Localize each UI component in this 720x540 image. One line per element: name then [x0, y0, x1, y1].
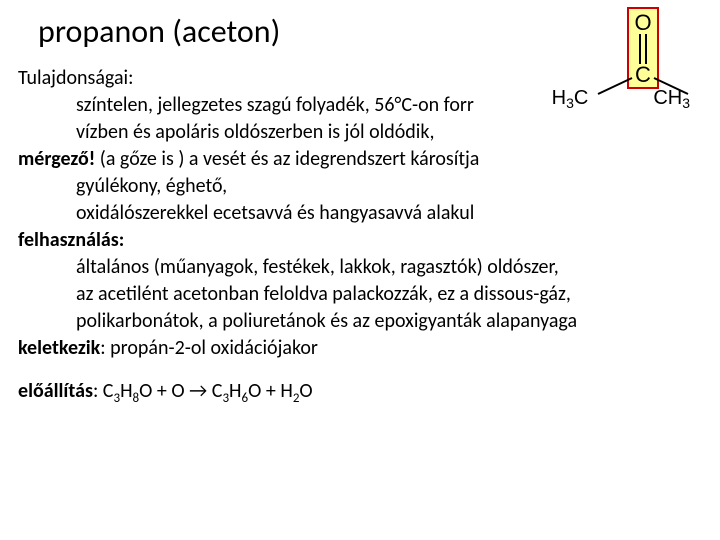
usage-line-2: az acetilént acetonban feloldva palackoz… — [18, 281, 702, 308]
toxic-line: mérgező! (a gőze is ) a vesét és az ideg… — [18, 146, 702, 173]
body-text: Tulajdonságai: színtelen, jellegzetes sz… — [18, 65, 702, 405]
origin-line: keletkezik: propán-2-ol oxidációjakor — [18, 335, 702, 362]
prop-line-2: vízben és apoláris oldószerben is jól ol… — [18, 119, 702, 146]
usage-line-3: polikarbonátok, a poliuretánok és az epo… — [18, 308, 702, 335]
molecule-diagram: O C H3C CH3 — [540, 6, 692, 108]
spacer — [18, 362, 702, 378]
eq-part-2: H — [120, 379, 132, 403]
eq-part-6: O + H — [248, 379, 293, 403]
eq-part-3: O + O — [139, 379, 189, 403]
eq-part-1: : C — [93, 379, 114, 403]
toxic-bold: mérgező! — [18, 147, 95, 171]
eq-part-5: H — [229, 379, 241, 403]
usage-heading: felhasználás: — [18, 227, 702, 254]
production-line: előállítás: C3H8O + O → C3H6O + H2O — [18, 378, 702, 405]
atom-ch3-left: H3C — [552, 87, 589, 108]
usage-line-1: általános (műanyagok, festékek, lakkok, … — [18, 254, 702, 281]
atom-o: O — [634, 10, 651, 35]
atom-ch3-right: CH3 — [653, 87, 690, 108]
atom-c: C — [635, 62, 651, 87]
eq-part-7: O — [299, 379, 312, 403]
production-bold: előállítás — [18, 379, 93, 403]
origin-bold: keletkezik — [18, 336, 100, 360]
eq-part-4: C — [207, 379, 222, 403]
slide: O C H3C CH3 propanon (aceton) Tulajdonsá… — [0, 0, 720, 540]
bond-left — [598, 78, 632, 94]
origin-rest: : propán-2-ol oxidációjakor — [100, 336, 318, 360]
toxic-rest: (a gőze is ) a vesét és az idegrendszert… — [95, 147, 479, 171]
prop-line-5: oxidálószerekkel ecetsavvá és hangyasavv… — [18, 200, 702, 227]
prop-line-4: gyúlékony, éghető, — [18, 173, 702, 200]
arrow-icon: → — [189, 379, 207, 403]
